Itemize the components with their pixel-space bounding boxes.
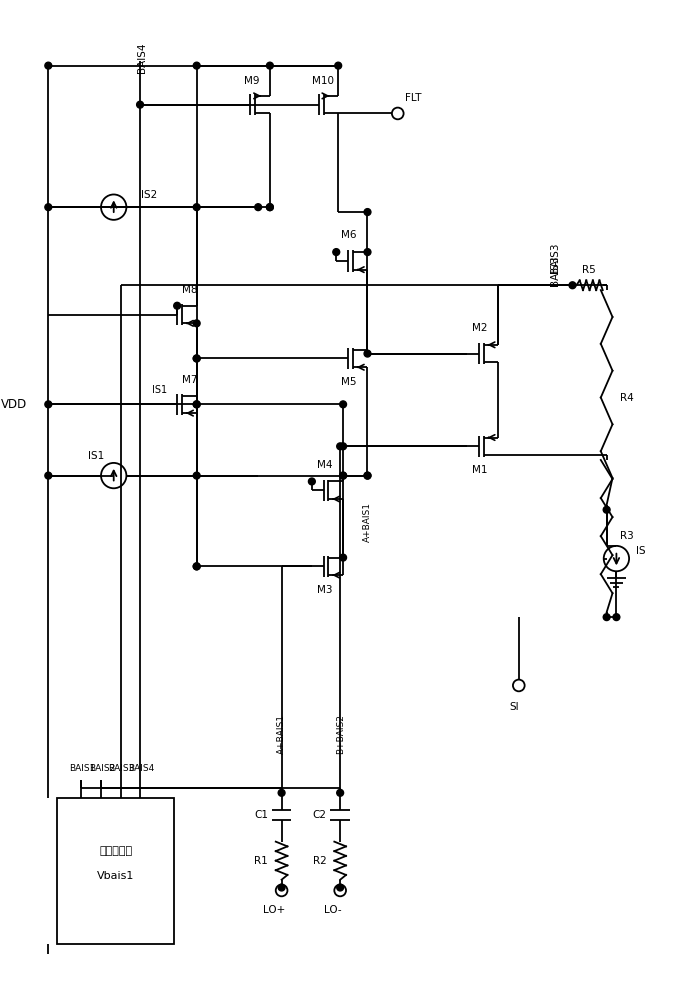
Text: R5: R5 — [582, 265, 596, 275]
Circle shape — [45, 401, 52, 408]
Circle shape — [266, 204, 273, 211]
Circle shape — [193, 563, 200, 570]
Circle shape — [193, 204, 200, 211]
Circle shape — [340, 401, 346, 408]
Text: LO+: LO+ — [263, 905, 285, 915]
Text: A+BAIS1: A+BAIS1 — [277, 714, 286, 754]
Text: A+BAIS1: A+BAIS1 — [363, 502, 372, 542]
Text: Vbais1: Vbais1 — [97, 871, 134, 881]
Text: VDD: VDD — [1, 398, 27, 411]
Text: IS2: IS2 — [141, 190, 157, 200]
Circle shape — [340, 472, 346, 479]
Circle shape — [364, 350, 371, 357]
Circle shape — [255, 204, 262, 211]
Circle shape — [340, 554, 346, 561]
Circle shape — [193, 355, 200, 362]
Circle shape — [569, 282, 576, 289]
Circle shape — [193, 320, 200, 327]
Text: M8: M8 — [182, 285, 197, 295]
Circle shape — [340, 472, 346, 479]
Text: M5: M5 — [341, 377, 357, 387]
Circle shape — [193, 563, 200, 570]
Text: BAIS4: BAIS4 — [137, 43, 147, 73]
Text: R2: R2 — [313, 856, 326, 866]
Circle shape — [340, 443, 346, 450]
Circle shape — [278, 884, 285, 891]
Text: LO-: LO- — [324, 905, 341, 915]
Circle shape — [266, 204, 273, 211]
Circle shape — [193, 472, 200, 479]
Circle shape — [613, 614, 620, 621]
Text: BAIS1: BAIS1 — [69, 764, 96, 773]
Bar — [57, 798, 174, 944]
Circle shape — [278, 789, 285, 796]
Text: M6: M6 — [341, 230, 357, 240]
Text: FLT: FLT — [405, 93, 422, 103]
Text: M7: M7 — [182, 375, 197, 385]
Circle shape — [266, 62, 273, 69]
Circle shape — [193, 401, 200, 408]
Text: BAIS3: BAIS3 — [550, 255, 560, 286]
Circle shape — [193, 62, 200, 69]
Text: M10: M10 — [312, 76, 334, 86]
Circle shape — [364, 472, 371, 479]
Text: M9: M9 — [243, 76, 259, 86]
Text: BAIS3: BAIS3 — [550, 243, 560, 273]
Text: IS1: IS1 — [88, 451, 104, 461]
Circle shape — [309, 478, 315, 485]
Text: IS: IS — [636, 546, 646, 556]
Text: M4: M4 — [317, 460, 332, 470]
Circle shape — [45, 472, 52, 479]
Circle shape — [137, 101, 144, 108]
Text: SI: SI — [509, 702, 519, 712]
Circle shape — [337, 789, 344, 796]
Circle shape — [193, 355, 200, 362]
Text: R3: R3 — [620, 531, 634, 541]
Text: M1: M1 — [472, 465, 487, 475]
Circle shape — [193, 401, 200, 408]
Text: IS1: IS1 — [152, 385, 167, 395]
Circle shape — [603, 614, 610, 621]
Text: R1: R1 — [254, 856, 268, 866]
Circle shape — [364, 249, 371, 255]
Text: BAIS3: BAIS3 — [109, 764, 135, 773]
Circle shape — [364, 209, 371, 215]
Text: BAIS4: BAIS4 — [128, 764, 154, 773]
Text: C1: C1 — [254, 810, 268, 820]
Circle shape — [603, 506, 610, 513]
Text: C2: C2 — [313, 810, 326, 820]
Circle shape — [45, 204, 52, 211]
Text: R4: R4 — [620, 393, 634, 403]
Circle shape — [45, 62, 52, 69]
Circle shape — [337, 884, 344, 891]
Text: B+BAIS2: B+BAIS2 — [336, 714, 344, 754]
Circle shape — [174, 302, 181, 309]
Text: M2: M2 — [472, 323, 487, 333]
Circle shape — [364, 472, 371, 479]
Text: 偏置电压源: 偏置电压源 — [99, 846, 132, 856]
Circle shape — [333, 249, 340, 255]
Text: M3: M3 — [317, 585, 332, 595]
Circle shape — [337, 443, 344, 450]
Text: BAIS2: BAIS2 — [89, 764, 115, 773]
Circle shape — [335, 62, 342, 69]
